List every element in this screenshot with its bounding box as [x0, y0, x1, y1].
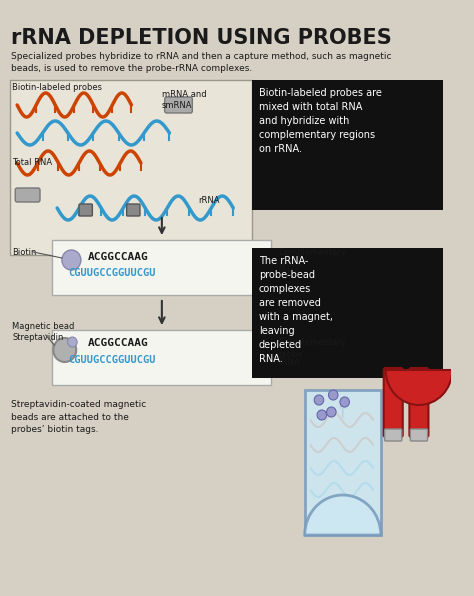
FancyBboxPatch shape: [79, 204, 92, 216]
Circle shape: [314, 395, 324, 405]
FancyBboxPatch shape: [52, 240, 271, 295]
Text: mRNA and
smRNA: mRNA and smRNA: [162, 90, 207, 110]
Circle shape: [328, 390, 338, 400]
Text: rRNA: rRNA: [198, 196, 219, 205]
FancyBboxPatch shape: [383, 368, 403, 437]
Text: Specialized probes hybridize to rRNA and then a capture method, such as magnetic: Specialized probes hybridize to rRNA and…: [11, 52, 392, 73]
Text: rRNA: rRNA: [278, 358, 300, 367]
Text: ACGGCCAAG: ACGGCCAAG: [88, 252, 148, 262]
Text: Biotin-labeled probes are
mixed with total RNA
and hybridize with
complementary : Biotin-labeled probes are mixed with tot…: [259, 88, 382, 154]
FancyBboxPatch shape: [164, 97, 192, 113]
Text: Complementary
probe: Complementary probe: [278, 248, 346, 269]
Text: CGUUGCCGGUUCGU: CGUUGCCGGUUCGU: [69, 355, 156, 365]
FancyBboxPatch shape: [15, 188, 40, 202]
FancyBboxPatch shape: [127, 204, 140, 216]
Text: Complementary
probe: Complementary probe: [278, 338, 346, 359]
Text: ACGGCCAAG: ACGGCCAAG: [88, 338, 148, 348]
Circle shape: [68, 337, 77, 347]
Text: Total RNA: Total RNA: [12, 158, 53, 167]
Circle shape: [317, 410, 327, 420]
FancyBboxPatch shape: [252, 80, 443, 210]
FancyBboxPatch shape: [52, 330, 271, 385]
Circle shape: [53, 338, 76, 362]
FancyBboxPatch shape: [305, 390, 381, 535]
Text: rRNA DEPLETION USING PROBES: rRNA DEPLETION USING PROBES: [11, 28, 392, 48]
Circle shape: [327, 407, 336, 417]
FancyBboxPatch shape: [410, 429, 428, 441]
Text: CGUUGCCGGUUCGU: CGUUGCCGGUUCGU: [69, 268, 156, 278]
Wedge shape: [386, 370, 452, 405]
Circle shape: [62, 250, 81, 270]
FancyBboxPatch shape: [410, 368, 428, 437]
FancyBboxPatch shape: [252, 248, 443, 378]
Circle shape: [340, 397, 349, 407]
Text: Biotin-labeled probes: Biotin-labeled probes: [12, 83, 102, 92]
Text: Streptavidin: Streptavidin: [12, 333, 64, 342]
Text: Streptavidin-coated magnetic
beads are attached to the
probes’ biotin tags.: Streptavidin-coated magnetic beads are a…: [11, 400, 146, 434]
Text: The rRNA-
probe-bead
complexes
are removed
with a magnet,
leaving
depleted
RNA.: The rRNA- probe-bead complexes are remov…: [259, 256, 333, 364]
Text: rRNA: rRNA: [278, 268, 300, 277]
Wedge shape: [305, 495, 381, 535]
FancyBboxPatch shape: [385, 429, 402, 441]
FancyBboxPatch shape: [9, 80, 252, 255]
Text: Biotin: Biotin: [12, 248, 37, 257]
Text: Magnetic bead: Magnetic bead: [12, 322, 75, 331]
